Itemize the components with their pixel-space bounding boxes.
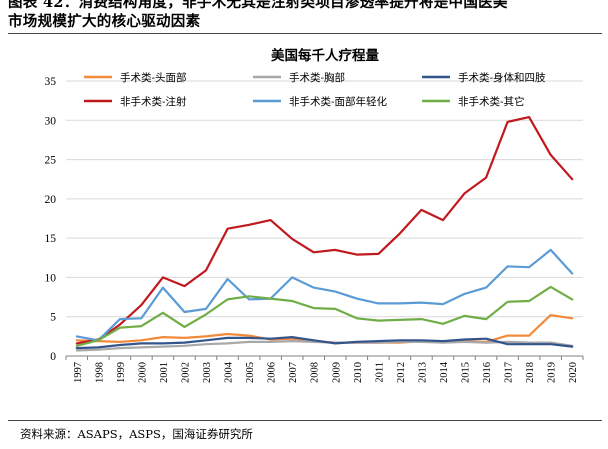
- x-tick-label: 2000: [137, 362, 148, 383]
- x-tick-label: 2004: [224, 361, 235, 383]
- x-tick-label: 2010: [353, 362, 364, 383]
- x-tick-label: 2003: [202, 362, 213, 383]
- x-tick-label: 2019: [547, 362, 558, 383]
- x-tick-label: 2011: [374, 362, 385, 383]
- legend-label-4: 非手术类-注射: [120, 95, 187, 108]
- series-line-3: [75, 336, 574, 350]
- y-tick-label: 30: [45, 115, 57, 127]
- x-tick-label: 2009: [331, 362, 342, 383]
- x-tick-label: 2018: [525, 362, 536, 383]
- x-tick-label: 2020: [568, 362, 579, 383]
- x-tick-label: 2015: [461, 362, 472, 383]
- x-tick-label: 2013: [417, 362, 428, 383]
- x-tick-label: 2016: [482, 362, 493, 383]
- y-tick-label: 25: [45, 155, 57, 167]
- series-line-6: [75, 285, 574, 347]
- x-tick-label: 2006: [267, 362, 278, 383]
- x-tick-label: 2012: [396, 362, 407, 383]
- x-tick-label: 1999: [116, 362, 127, 383]
- legend-label-1: 手术类-头面部: [120, 71, 187, 84]
- legend-label-2: 手术类-胸部: [289, 71, 345, 84]
- y-tick-label: 0: [50, 351, 56, 363]
- y-tick-label: 15: [45, 233, 57, 245]
- series-line-4: [75, 115, 574, 345]
- source-divider: [8, 420, 602, 421]
- y-tick-label: 35: [45, 76, 57, 88]
- report-caption-line-2: 市场规模扩大的核心驱动因素: [8, 13, 201, 30]
- source-note: 资料来源：ASAPS，ASPS，国海证券研究所: [20, 427, 253, 441]
- caption-divider: [8, 33, 602, 34]
- y-tick-label: 10: [45, 272, 57, 284]
- chart-title: 美国每千人疗程量: [271, 47, 379, 64]
- x-tick-label: 1998: [94, 362, 105, 383]
- x-tick-label: 2005: [245, 362, 256, 383]
- legend-label-3: 手术类-身体和四肢: [458, 71, 546, 84]
- x-tick-label: 2017: [504, 362, 515, 383]
- legend-label-6: 非手术类-其它: [458, 95, 525, 108]
- series-lines: [75, 115, 574, 352]
- y-tick-label: 20: [45, 194, 57, 206]
- grid-lines: [66, 80, 583, 318]
- x-tick-label: 2001: [159, 362, 170, 383]
- legend-label-5: 非手术类-面部年轻化: [289, 95, 388, 108]
- axes: 0 5 10 15 20 25 30 35 1997 1998 1999 2000 2001 2002 20…: [45, 76, 584, 383]
- x-tick-label: 2007: [288, 362, 299, 383]
- x-tick-label: 2014: [439, 361, 450, 383]
- series-line-5: [75, 248, 574, 342]
- x-tick-label: 2008: [310, 362, 321, 383]
- x-tick-label: 1997: [73, 362, 84, 383]
- x-tick-label: 2002: [180, 362, 191, 383]
- report-caption-line-1: 图表 42：消费结构角度，非手术无其是注射类项目渗透率提升将是中国医美: [8, 0, 508, 11]
- y-tick-label: 5: [50, 312, 56, 324]
